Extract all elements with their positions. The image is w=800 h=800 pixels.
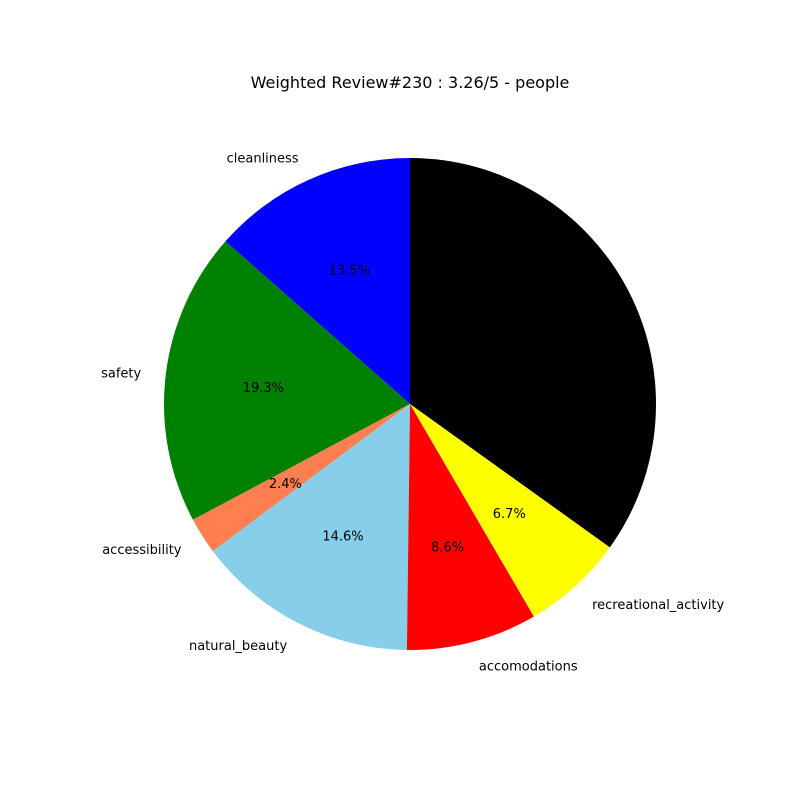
pct-label-cleanliness: 13.5% (329, 264, 370, 279)
pie-slice-safety (164, 241, 410, 520)
chart-title: Weighted Review#230 : 3.26/5 - people (251, 73, 570, 92)
pie-slice-natural-beauty (212, 404, 410, 650)
slice-label-safety: safety (101, 367, 141, 382)
pie-slice-accessibility (192, 404, 410, 552)
slice-label-accomodations: accomodations (479, 660, 578, 675)
pct-label-safety: 19.3% (243, 381, 284, 396)
pie-slice-recreational-activity (410, 404, 610, 617)
pie-slice-unlabeled-6 (410, 158, 656, 548)
slice-label-recreational-activity: recreational_activity (592, 598, 724, 613)
pie-slices (164, 158, 656, 650)
pct-label-natural-beauty: 14.6% (322, 530, 363, 545)
pct-label-recreational-activity: 6.7% (493, 507, 526, 522)
pct-label-accomodations: 8.6% (431, 541, 464, 556)
pie-slice-accomodations (406, 404, 534, 650)
slice-label-cleanliness: cleanliness (227, 151, 299, 166)
pie-slice-cleanliness (225, 158, 410, 404)
slice-label-natural-beauty: natural_beauty (189, 639, 288, 654)
pie-labels: cleanliness 13.5% safety 19.3% accessibility… (101, 151, 724, 674)
slice-label-accessibility: accessibility (102, 543, 182, 558)
pct-label-accessibility: 2.4% (269, 477, 302, 492)
